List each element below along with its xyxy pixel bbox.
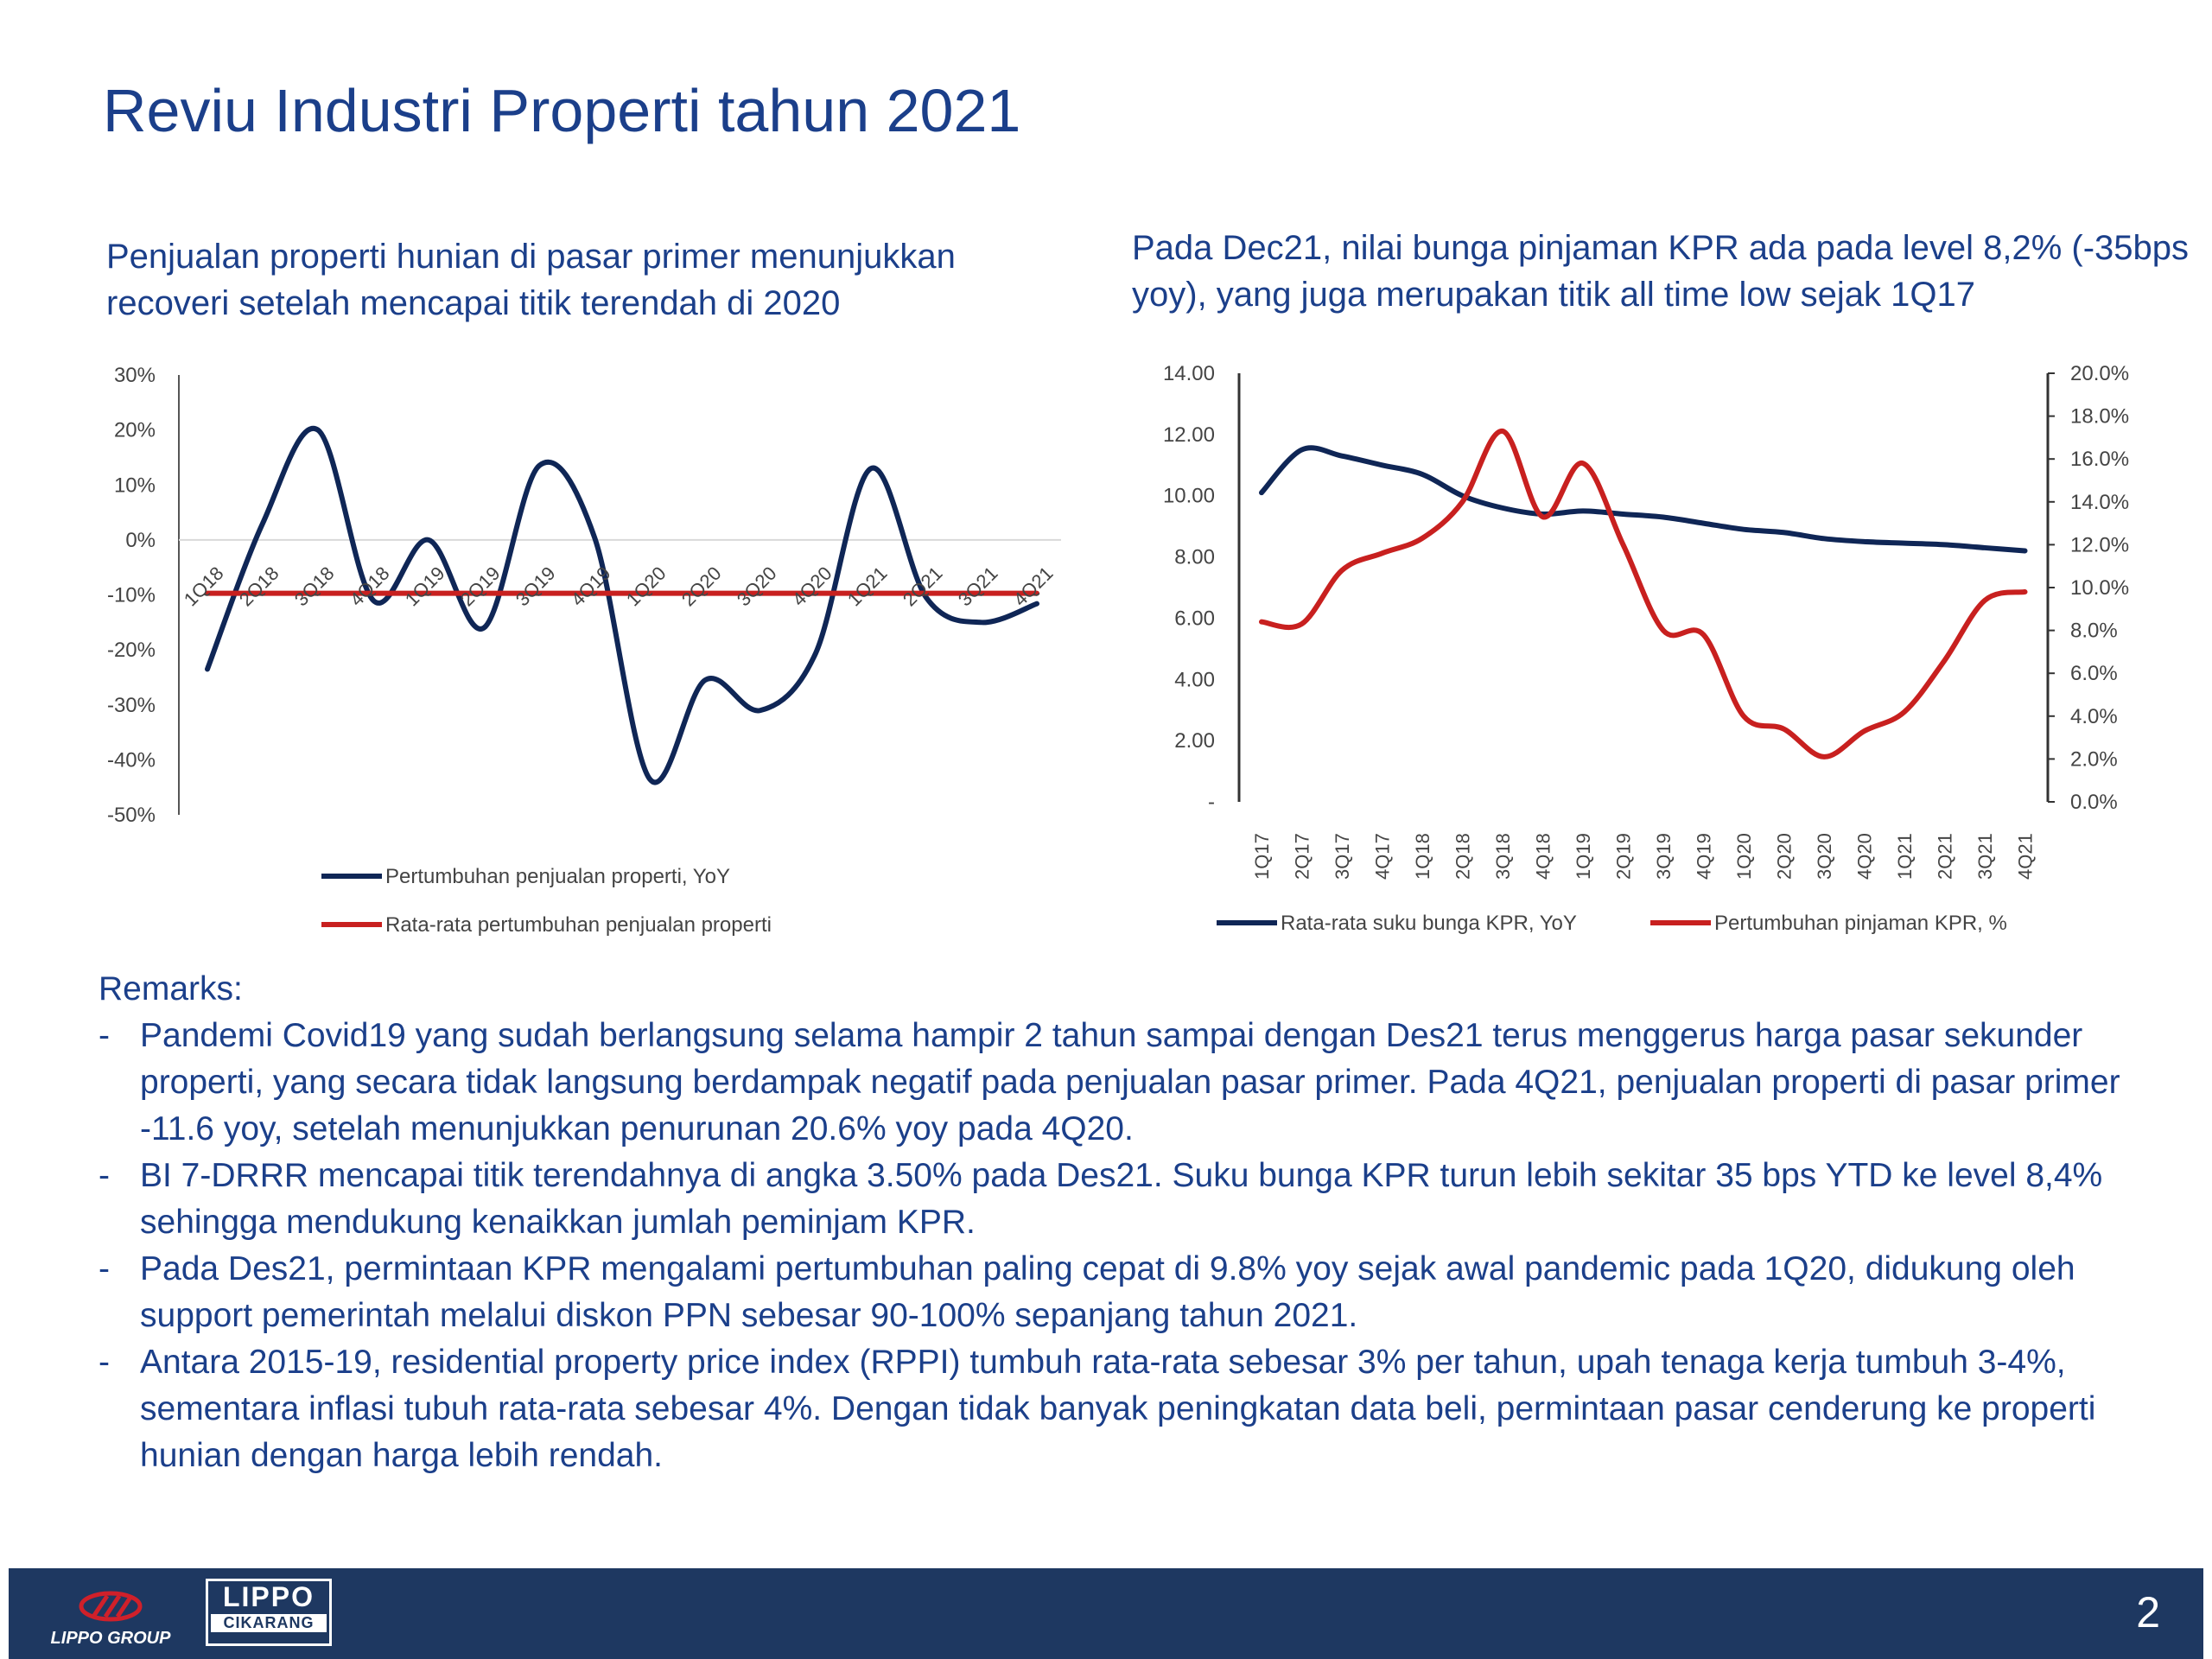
left-y-tick-label: 2.00 (1174, 729, 1215, 753)
lippo-cikarang-top: LIPPO (222, 1581, 315, 1612)
x-tick-label: 1Q20 (1733, 833, 1755, 880)
y-tick-label: -20% (107, 639, 156, 662)
remark-item: Antara 2015-19, residential property pri… (99, 1339, 2190, 1479)
footer-bar: LIPPO GROUP LIPPO CIKARANG 2 (9, 1568, 2203, 1659)
x-tick-label: 1Q20 (622, 563, 671, 611)
left-y-tick-label: 8.00 (1174, 546, 1215, 569)
y-tick-label: 0% (125, 529, 156, 552)
lippo-emblem-icon (79, 1591, 143, 1622)
page-number: 2 (2136, 1588, 2160, 1637)
x-tick-label: 4Q19 (1694, 833, 1715, 880)
left-y-tick-label: 14.00 (1163, 362, 1215, 385)
left-y-tick-label: - (1208, 791, 1215, 814)
x-tick-label: 2Q18 (1452, 833, 1474, 880)
x-tick-label: 1Q18 (1412, 833, 1433, 880)
lippo-group-logo: LIPPO GROUP (33, 1587, 188, 1648)
remarks-section: Remarks: Pandemi Covid19 yang sudah berl… (99, 966, 2190, 1479)
right-y-tick-label: 8.0% (2070, 620, 2118, 643)
x-tick-label: 1Q19 (1573, 833, 1594, 880)
left-y-tick-label: 6.00 (1174, 607, 1215, 630)
x-tick-label: 3Q20 (733, 563, 781, 611)
legend-label: Pertumbuhan penjualan properti, YoY (385, 865, 730, 888)
legend-label: Pertumbuhan pinjaman KPR, % (1714, 912, 2007, 935)
y-tick-label: -10% (107, 584, 156, 607)
y-tick-label: 30% (114, 364, 156, 387)
x-tick-label: 2Q21 (899, 563, 947, 611)
x-tick-label: 4Q17 (1372, 833, 1394, 880)
y-tick-label: -30% (107, 694, 156, 717)
x-tick-label: 3Q18 (1492, 833, 1514, 880)
x-tick-label: 4Q20 (1854, 833, 1876, 880)
remarks-heading: Remarks: (99, 970, 243, 1007)
x-tick-label: 2Q17 (1292, 833, 1313, 880)
x-tick-label: 3Q20 (1814, 833, 1835, 880)
remark-item: BI 7-DRRR mencapai titik terendahnya di … (99, 1153, 2190, 1246)
right-y-tick-label: 4.0% (2070, 705, 2118, 728)
right-y-tick-label: 12.0% (2070, 533, 2129, 556)
series-line (205, 425, 1039, 785)
right-y-tick-label: 20.0% (2070, 362, 2129, 385)
right-y-tick-label: 6.0% (2070, 662, 2118, 685)
series-line (1259, 429, 2028, 760)
right-y-tick-label: 14.0% (2070, 491, 2129, 514)
x-tick-label: 1Q21 (843, 563, 892, 611)
slide-title: Reviu Industri Properti tahun 2021 (103, 77, 1021, 144)
right-y-tick-label: 10.0% (2070, 576, 2129, 600)
right-y-tick-label: 16.0% (2070, 448, 2129, 471)
legend-label: Rata-rata pertumbuhan penjualan properti (385, 913, 772, 937)
remark-item: Pandemi Covid19 yang sudah berlangsung s… (99, 1013, 2190, 1153)
x-tick-label: 3Q21 (954, 563, 1002, 611)
kpr-rate-chart: 14.00 12.00 10.00 8.00 6.00 4.00 2.00 - 20.0% 18.… (1163, 362, 2129, 935)
remarks-list: Pandemi Covid19 yang sudah berlangsung s… (99, 1013, 2190, 1479)
x-tick-label: 4Q18 (346, 563, 394, 611)
x-tick-label: 1Q21 (1894, 833, 1916, 880)
x-tick-label: 2Q19 (1613, 833, 1635, 880)
x-tick-label: 2Q20 (677, 563, 726, 611)
x-tick-label: 4Q21 (2015, 833, 2037, 880)
y-tick-label: 10% (114, 474, 156, 497)
x-tick-label: 3Q17 (1332, 833, 1353, 880)
left-chart-subtitle: Penjualan properti hunian di pasar prime… (106, 238, 956, 322)
x-tick-label: 1Q19 (401, 563, 449, 611)
y-tick-label: 20% (114, 419, 156, 442)
right-chart-subtitle: Pada Dec21, nilai bunga pinjaman KPR ada… (1132, 229, 2190, 314)
left-y-tick-label: 4.00 (1174, 668, 1215, 691)
x-tick-label: 1Q18 (180, 563, 228, 611)
lippo-cikarang-logo: LIPPO CIKARANG (206, 1579, 332, 1646)
right-y-tick-label: 0.0% (2070, 791, 2118, 814)
remark-item: Pada Des21, permintaan KPR mengalami per… (99, 1246, 2190, 1339)
legend-label: Rata-rata suku bunga KPR, YoY (1281, 912, 1577, 935)
series-line (1259, 445, 2028, 554)
x-tick-label: 3Q21 (1974, 833, 1996, 880)
x-tick-label: 1Q17 (1251, 833, 1273, 880)
sales-growth-chart: 30%20%10%0%-10%-20%-30%-40%-50%1Q18 2Q18 3… (107, 364, 1061, 937)
right-y-tick-label: 18.0% (2070, 405, 2129, 429)
x-tick-label: 4Q18 (1533, 833, 1554, 880)
x-tick-label: 3Q18 (290, 563, 339, 611)
y-tick-label: -50% (107, 804, 156, 827)
x-tick-label: 3Q19 (1653, 833, 1675, 880)
left-y-tick-label: 12.00 (1163, 423, 1215, 447)
right-y-tick-label: 2.0% (2070, 747, 2118, 771)
x-tick-label: 2Q21 (1935, 833, 1956, 880)
lippo-cikarang-bottom: CIKARANG (211, 1614, 327, 1632)
x-tick-label: 2Q20 (1774, 833, 1796, 880)
x-tick-label: 3Q19 (512, 563, 560, 611)
lippo-group-label: LIPPO GROUP (50, 1629, 171, 1648)
left-y-tick-label: 10.00 (1163, 485, 1215, 508)
y-tick-label: -40% (107, 748, 156, 772)
